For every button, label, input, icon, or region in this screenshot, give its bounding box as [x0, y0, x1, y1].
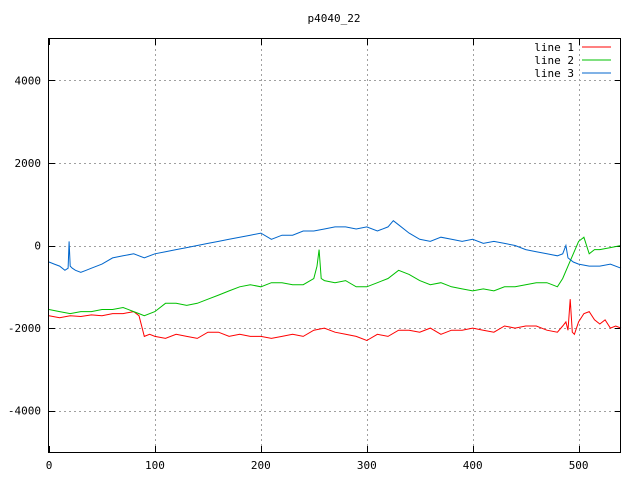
x-tick-label: 200 — [251, 459, 271, 472]
series-line-1 — [48, 299, 622, 342]
y-tick-label: 4000 — [15, 74, 42, 87]
series-line-2 — [48, 236, 622, 317]
legend-label-3: line 3 — [534, 67, 574, 80]
plot-frame — [48, 38, 621, 453]
y-tick-label: -2000 — [8, 322, 41, 335]
x-tick-label: 400 — [463, 459, 483, 472]
grid — [49, 39, 621, 452]
legend-label-1: line 1 — [534, 41, 574, 54]
x-tick-label: 0 — [46, 459, 53, 472]
chart-title: p4040_22 — [308, 12, 361, 25]
x-tick-label: 100 — [145, 459, 165, 472]
y-tick-label: 2000 — [15, 157, 42, 170]
axis-ticks: 0 100 200 300 400 500 -4000 -2000 0 2000 4000 — [8, 39, 621, 472]
series-line-3 — [48, 220, 622, 273]
series-lines — [48, 220, 622, 342]
x-tick-label: 500 — [569, 459, 589, 472]
y-tick-label: 0 — [34, 240, 41, 253]
legend-label-2: line 2 — [534, 54, 574, 67]
y-tick-label: -4000 — [8, 405, 41, 418]
x-tick-label: 300 — [357, 459, 377, 472]
